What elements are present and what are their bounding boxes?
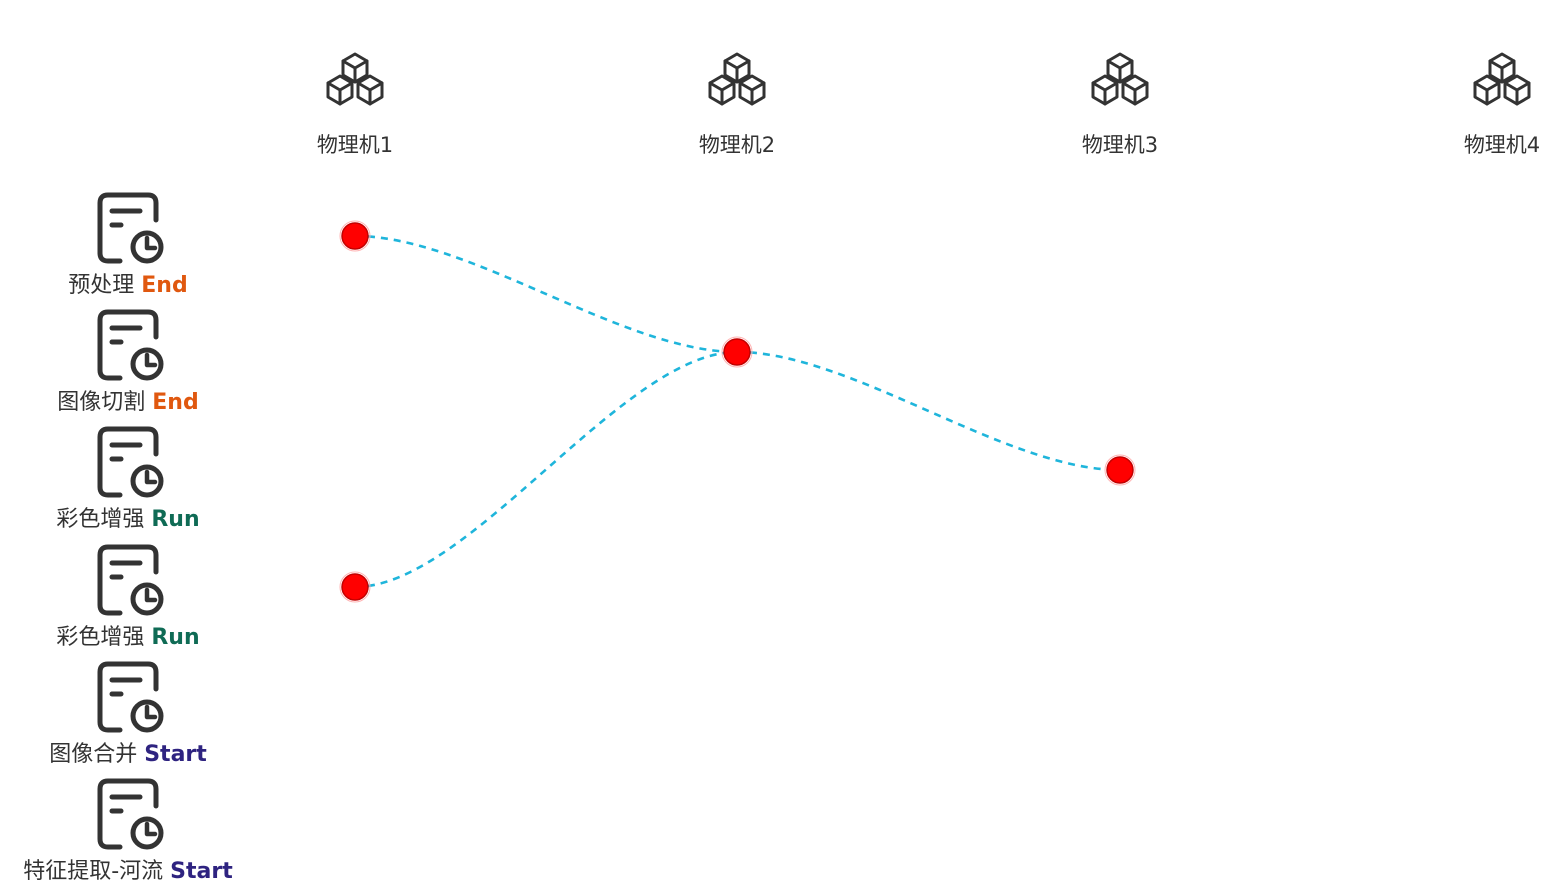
task-name: 图像切割	[57, 390, 152, 415]
file-clock-icon	[100, 195, 161, 261]
machine-label: 物理机2	[699, 133, 775, 157]
machine-4: 物理机4	[1464, 52, 1540, 157]
task-label: 图像切割 End	[57, 390, 198, 415]
task-status: End	[152, 390, 198, 415]
cubes-icon	[1473, 52, 1531, 106]
assignment-node[interactable]	[339, 571, 371, 603]
assignment-node[interactable]	[339, 220, 371, 252]
task-status: End	[141, 273, 187, 298]
task-name: 彩色增强	[56, 507, 151, 532]
dependency-edge	[736, 350, 1121, 472]
task-item: 图像切割 End	[57, 312, 199, 415]
machine-1: 物理机1	[317, 52, 393, 157]
file-clock-icon	[100, 547, 161, 613]
machine-label: 物理机3	[1082, 133, 1158, 157]
task-name: 特征提取-河流	[23, 859, 170, 884]
task-label: 彩色增强 Run	[56, 625, 199, 650]
task-label: 彩色增强 Run	[56, 507, 199, 532]
machine-2: 物理机2	[699, 52, 775, 157]
node-dot[interactable]	[723, 338, 751, 366]
task-item: 预处理 End	[68, 195, 188, 298]
task-item: 彩色增强 Run	[56, 429, 200, 532]
task-name: 预处理	[68, 273, 141, 298]
task-status: Start	[144, 742, 207, 767]
task-status: Start	[170, 859, 233, 884]
machine-label: 物理机4	[1464, 133, 1540, 157]
node-ring	[339, 571, 371, 603]
machine-3: 物理机3	[1082, 52, 1158, 157]
task-label: 图像合并 Start	[49, 742, 207, 767]
file-clock-icon	[100, 781, 161, 847]
task-name: 图像合并	[49, 742, 144, 767]
node-ring	[1104, 454, 1136, 486]
assignment-node[interactable]	[1104, 454, 1136, 486]
cubes-icon	[708, 52, 766, 106]
task-label: 预处理 End	[68, 273, 187, 298]
dependency-edge	[354, 234, 738, 354]
node-dot[interactable]	[341, 573, 369, 601]
dependency-edge	[354, 350, 738, 589]
machine-label: 物理机1	[317, 133, 393, 157]
file-clock-icon	[100, 312, 161, 378]
task-label: 特征提取-河流 Start	[23, 859, 233, 884]
task-item: 图像合并 Start	[49, 664, 207, 767]
task-item: 特征提取-河流 Start	[23, 781, 233, 884]
node-dot[interactable]	[1106, 456, 1134, 484]
task-item: 彩色增强 Run	[56, 547, 200, 650]
cubes-icon	[326, 52, 384, 106]
file-clock-icon	[100, 429, 161, 495]
node-ring	[339, 220, 371, 252]
task-status: Run	[151, 507, 199, 532]
cubes-icon	[1091, 52, 1149, 106]
assignment-node[interactable]	[721, 336, 753, 368]
node-ring	[721, 336, 753, 368]
node-dot[interactable]	[341, 222, 369, 250]
file-clock-icon	[100, 664, 161, 730]
task-name: 彩色增强	[56, 625, 151, 650]
task-status: Run	[151, 625, 199, 650]
